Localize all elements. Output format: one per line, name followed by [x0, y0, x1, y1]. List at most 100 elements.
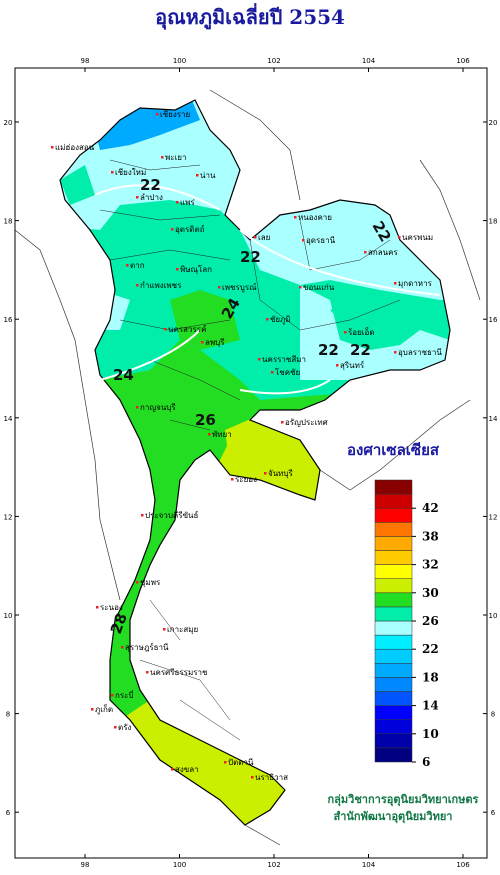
legend-tick-label: 32 [422, 558, 439, 572]
station-dot [176, 201, 179, 204]
y-tick-label: 20 [4, 119, 13, 127]
station-dot [121, 646, 124, 649]
place-label: ขอนแก่น [303, 283, 335, 292]
contour-label: 26 [195, 411, 216, 429]
contour-label: 24 [113, 366, 134, 384]
station-dot [136, 406, 139, 409]
legend-tick-label: 10 [422, 727, 439, 741]
legend-swatch [374, 719, 413, 735]
place-label: สุรินทร์ [340, 360, 365, 370]
station-dot [264, 472, 267, 475]
station-dot [114, 726, 117, 729]
station-dot [201, 341, 204, 344]
station-dot [146, 671, 149, 674]
legend-swatch [374, 648, 413, 664]
place-label: แม่ฮ่องสอน [55, 143, 95, 152]
place-label: ลพบุรี [205, 338, 225, 347]
station-dot [208, 433, 211, 436]
place-label: แพร่ [180, 198, 195, 207]
legend-tick-label: 14 [422, 699, 439, 713]
station-dot [231, 478, 234, 481]
place-label: กาญจนบุรี [140, 403, 176, 412]
x-tick-label: 104 [362, 861, 376, 869]
station-dot [299, 286, 302, 289]
station-dot [163, 628, 166, 631]
y-tick-label: 14 [4, 415, 13, 423]
legend-swatch [374, 620, 413, 636]
station-dot [91, 708, 94, 711]
contour-label: 22 [318, 341, 339, 359]
contour-label: 22 [240, 248, 261, 266]
station-dot [136, 196, 139, 199]
legend-tick-label: 18 [422, 670, 439, 684]
y-tick-label: 10 [489, 612, 498, 620]
legend-tick-label: 6 [422, 755, 430, 769]
station-dot [141, 514, 144, 517]
station-dot [111, 694, 114, 697]
place-label: พะเยา [165, 153, 186, 162]
place-label: ระยอง [235, 475, 257, 484]
place-label: ตรัง [118, 723, 131, 732]
station-dot [96, 606, 99, 609]
x-tick-label: 102 [267, 861, 280, 869]
station-dot [336, 364, 339, 367]
legend-swatch [374, 536, 413, 551]
y-tick-label: 6 [6, 809, 11, 817]
place-label: เกาะสมุย [167, 625, 198, 634]
station-dot [266, 318, 269, 321]
y-tick-label: 12 [489, 513, 498, 521]
legend-swatch [374, 606, 413, 622]
place-label: อรัญประเทศ [285, 418, 328, 427]
legend-title: องศาเซลเซียส [347, 441, 440, 459]
legend-swatch [374, 733, 413, 749]
x-tick-label: 100 [173, 861, 186, 869]
legend-tick-label: 22 [422, 642, 439, 656]
place-label: ร้อยเอ็ด [348, 327, 375, 337]
legend-tick-label: 38 [422, 529, 439, 543]
place-label: มุกดาหาร [398, 279, 433, 288]
place-label: นครศรีธรรมราช [150, 668, 208, 677]
y-tick-label: 8 [491, 711, 495, 719]
neighbour-borders [14, 89, 481, 846]
x-tick-label: 98 [81, 861, 90, 869]
station-dot [51, 146, 54, 149]
y-tick-label: 8 [6, 711, 10, 719]
place-labels: เชียงราย แม่ฮ่องสอน เชียงใหม่ พะเยา น่าน… [51, 110, 442, 782]
place-label: ภูเก็ต [95, 704, 113, 715]
place-label: นครราชสีมา [262, 355, 306, 364]
legend-swatch [374, 747, 413, 763]
place-label: ชัยภูมิ [270, 315, 291, 325]
credit-line: สำนักพัฒนาอุตุนิยมวิทยา [334, 810, 453, 824]
legend-swatch [374, 677, 413, 692]
legend-tick-label: 30 [422, 586, 439, 600]
place-label: สุราษฎร์ธานี [125, 642, 169, 652]
station-dot [161, 156, 164, 159]
legend-swatch [374, 705, 413, 720]
station-dot [111, 171, 114, 174]
x-tick-label: 98 [81, 57, 90, 65]
station-dot [136, 581, 139, 584]
station-dot [271, 371, 274, 374]
place-label: พิษณุโลก [180, 264, 212, 274]
x-tick-label: 102 [267, 57, 280, 65]
station-dot [344, 331, 347, 334]
place-label: กำแพงเพชร [140, 281, 182, 290]
x-tick-label: 104 [362, 57, 376, 65]
y-tick-label: 14 [489, 415, 498, 423]
legend-swatch [374, 564, 413, 579]
y-tick-label: 16 [4, 316, 13, 324]
place-label: ระนอง [100, 603, 123, 612]
y-tick-label: 20 [489, 119, 498, 127]
place-label: เพชรบูรณ์ [222, 282, 257, 293]
thailand-outline [59, 99, 451, 826]
station-dot [218, 286, 221, 289]
station-dot [224, 761, 227, 764]
place-label: หนองคาย [298, 213, 332, 222]
legend-swatch [374, 592, 413, 608]
legend-swatch [374, 507, 413, 523]
station-dot [126, 264, 129, 267]
place-label: ลำปาง [140, 193, 163, 202]
station-dot [258, 358, 261, 361]
